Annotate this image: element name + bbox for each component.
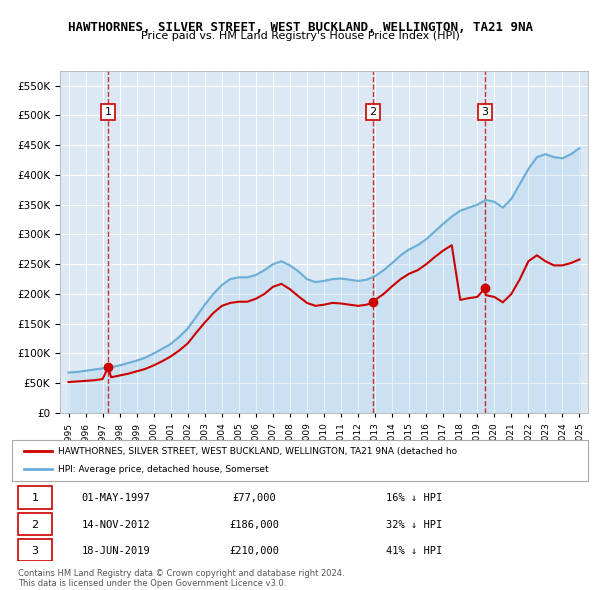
- Text: 2: 2: [31, 520, 38, 530]
- Text: 3: 3: [482, 107, 488, 117]
- Text: £186,000: £186,000: [229, 520, 279, 530]
- Text: 14-NOV-2012: 14-NOV-2012: [82, 520, 150, 530]
- Text: 18-JUN-2019: 18-JUN-2019: [82, 546, 150, 556]
- Text: 16% ↓ HPI: 16% ↓ HPI: [386, 493, 443, 503]
- Text: 01-MAY-1997: 01-MAY-1997: [82, 493, 150, 503]
- Text: 3: 3: [32, 546, 38, 556]
- Text: Price paid vs. HM Land Registry's House Price Index (HPI): Price paid vs. HM Land Registry's House …: [140, 31, 460, 41]
- Text: HAWTHORNES, SILVER STREET, WEST BUCKLAND, WELLINGTON, TA21 9NA (detached ho: HAWTHORNES, SILVER STREET, WEST BUCKLAND…: [58, 447, 457, 455]
- Text: Contains HM Land Registry data © Crown copyright and database right 2024.: Contains HM Land Registry data © Crown c…: [18, 569, 344, 578]
- Text: £77,000: £77,000: [232, 493, 276, 503]
- Text: 1: 1: [105, 107, 112, 117]
- Text: 1: 1: [32, 493, 38, 503]
- Text: HPI: Average price, detached house, Somerset: HPI: Average price, detached house, Some…: [58, 465, 269, 474]
- FancyBboxPatch shape: [18, 539, 52, 561]
- Text: This data is licensed under the Open Government Licence v3.0.: This data is licensed under the Open Gov…: [18, 579, 286, 588]
- Text: 41% ↓ HPI: 41% ↓ HPI: [386, 546, 443, 556]
- Text: 32% ↓ HPI: 32% ↓ HPI: [386, 520, 443, 530]
- FancyBboxPatch shape: [12, 440, 588, 481]
- FancyBboxPatch shape: [18, 513, 52, 535]
- Text: £210,000: £210,000: [229, 546, 279, 556]
- FancyBboxPatch shape: [18, 486, 52, 509]
- Text: HAWTHORNES, SILVER STREET, WEST BUCKLAND, WELLINGTON, TA21 9NA: HAWTHORNES, SILVER STREET, WEST BUCKLAND…: [67, 21, 533, 34]
- Text: 2: 2: [370, 107, 376, 117]
